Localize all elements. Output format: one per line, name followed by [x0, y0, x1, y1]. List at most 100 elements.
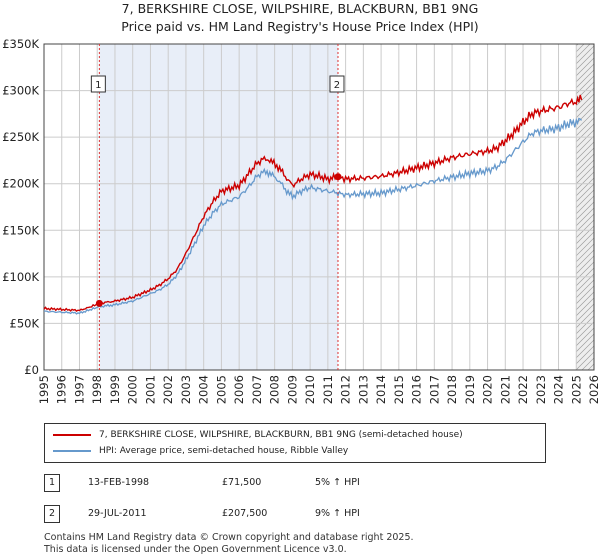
- forecast-hatch-line: [576, 327, 594, 346]
- forecast-hatch-line: [576, 351, 594, 370]
- y-tick-label: £0: [24, 363, 39, 377]
- forecast-hatch-line: [576, 297, 594, 316]
- forecast-hatch-line: [576, 255, 594, 274]
- forecast-hatch-line: [576, 69, 594, 88]
- forecast-hatch-line: [576, 123, 594, 142]
- forecast-hatch-line: [576, 44, 591, 58]
- forecast-hatch-line: [576, 315, 594, 334]
- x-tick-label: 2001: [143, 375, 157, 404]
- forecast-hatch-line: [576, 339, 594, 358]
- transaction-date: 29-JUL-2011: [88, 508, 147, 519]
- x-tick-label: 2023: [534, 375, 548, 404]
- footer-copyright: Contains HM Land Registry data © Crown c…: [44, 532, 414, 543]
- footer-licence: This data is licensed under the Open Gov…: [44, 544, 347, 555]
- x-tick-label: 2025: [569, 375, 583, 404]
- forecast-hatch-line: [576, 177, 594, 196]
- transaction-marker: 2: [44, 505, 60, 523]
- forecast-hatch-line: [576, 219, 594, 238]
- forecast-hatch-line: [576, 153, 594, 172]
- x-tick-label: 2009: [285, 375, 299, 404]
- plot-frame: [43, 43, 595, 371]
- annotation-box: [90, 75, 106, 93]
- x-tick-label: 2026: [587, 375, 600, 404]
- legend-entry-hpi: HPI: Average price, semi-detached house,…: [53, 444, 348, 458]
- forecast-hatch-line: [576, 4, 594, 22]
- x-tick-label: 2008: [268, 375, 282, 404]
- chart-legend: 7, BERKSHIRE CLOSE, WILPSHIRE, BLACKBURN…: [44, 423, 546, 463]
- forecast-hatch-line: [576, 345, 594, 364]
- forecast-hatch-line: [576, 16, 594, 34]
- sale-point: [95, 299, 103, 307]
- y-tick-label: £50K: [10, 316, 40, 330]
- forecast-hatch-line: [576, 213, 594, 232]
- x-tick-label: 2014: [374, 375, 388, 404]
- forecast-hatch-line: [576, 225, 594, 244]
- forecast-hatch-line: [576, 189, 594, 208]
- x-tick-label: 2000: [126, 375, 140, 404]
- forecast-hatch-line: [576, 183, 594, 202]
- legend-line-hpi: [53, 450, 91, 452]
- x-tick-label: 2005: [214, 375, 228, 404]
- x-tick-label: 2011: [321, 375, 335, 404]
- forecast-hatch-line: [576, 141, 594, 160]
- x-tick-label: 2018: [445, 375, 459, 404]
- forecast-hatch-line: [576, 147, 594, 166]
- forecast-hatch-line: [576, 165, 594, 184]
- forecast-hatch-line: [576, 237, 594, 256]
- x-tick-label: 1995: [37, 375, 51, 404]
- transaction-marker: 1: [44, 474, 60, 492]
- forecast-hatch-line: [576, 249, 594, 268]
- forecast-hatch-line: [587, 363, 594, 370]
- y-tick-label: £250K: [2, 130, 39, 144]
- transaction-date: 13-FEB-1998: [88, 477, 150, 488]
- x-tick-label: 2017: [427, 375, 441, 404]
- transaction-hpi: 5% ↑ HPI: [315, 477, 360, 488]
- x-tick-label: 2020: [481, 375, 495, 404]
- x-tick-label: 2022: [516, 375, 530, 404]
- annotation-label: 1: [95, 80, 101, 91]
- forecast-hatch-line: [576, 207, 594, 226]
- x-tick-label: 2010: [303, 375, 317, 404]
- legend-label-property: 7, BERKSHIRE CLOSE, WILPSHIRE, BLACKBURN…: [99, 430, 463, 440]
- forecast-hatch-line: [576, 111, 594, 130]
- forecast-hatch-line: [576, 243, 594, 262]
- x-tick-label: 2012: [339, 375, 353, 404]
- forecast-hatch-line: [576, 57, 594, 76]
- x-tick-label: 2007: [250, 375, 264, 404]
- forecast-hatch-line: [576, 51, 594, 70]
- x-tick-label: 2024: [552, 375, 566, 404]
- chart-subtitle: Price paid vs. HM Land Registry's House …: [121, 19, 479, 34]
- forecast-hatch-line: [576, 201, 594, 220]
- forecast-hatch-line: [576, 321, 594, 340]
- forecast-hatch-line: [576, 171, 594, 190]
- forecast-shade: [576, 44, 594, 370]
- forecast-hatch-line: [576, 44, 579, 46]
- x-tick-label: 2004: [197, 375, 211, 404]
- forecast-hatch-line: [576, 309, 594, 328]
- legend-entry-property: 7, BERKSHIRE CLOSE, WILPSHIRE, BLACKBURN…: [53, 428, 463, 442]
- forecast-hatch-line: [576, 117, 594, 136]
- forecast-hatch-line: [576, 159, 594, 178]
- x-tick-label: 1999: [108, 375, 122, 404]
- hpi-line: [43, 117, 583, 315]
- forecast-hatch-line: [576, 45, 594, 64]
- forecast-hatch-line: [576, 129, 594, 148]
- forecast-hatch-line: [576, 333, 594, 352]
- forecast-hatch-line: [576, 195, 594, 214]
- forecast-hatch-line: [576, 279, 594, 298]
- x-tick-label: 2013: [356, 375, 370, 404]
- forecast-hatch-line: [576, 285, 594, 304]
- forecast-hatch-line: [576, 93, 594, 112]
- x-tick-label: 2002: [161, 375, 175, 404]
- forecast-hatch-line: [576, 10, 594, 28]
- property-price-line: [43, 94, 583, 312]
- y-tick-label: £300K: [2, 84, 39, 98]
- x-tick-label: 2015: [392, 375, 406, 404]
- x-tick-label: 2021: [498, 375, 512, 404]
- forecast-hatch-line: [576, 22, 594, 40]
- forecast-hatch-line: [576, 135, 594, 154]
- x-tick-label: 2019: [463, 375, 477, 404]
- y-tick-label: £100K: [2, 270, 39, 284]
- forecast-hatch-line: [581, 357, 594, 370]
